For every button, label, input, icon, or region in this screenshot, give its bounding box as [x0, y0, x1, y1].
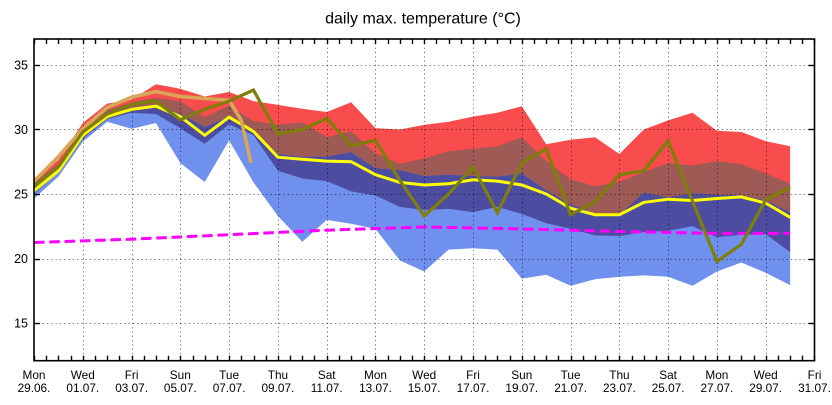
svg-text:03.07.: 03.07. — [115, 381, 148, 395]
svg-text:Thu: Thu — [268, 368, 288, 382]
svg-text:15.07.: 15.07. — [408, 381, 441, 395]
svg-text:Wed: Wed — [412, 368, 436, 382]
svg-text:25.07.: 25.07. — [652, 381, 685, 395]
svg-text:Fri: Fri — [466, 368, 480, 382]
svg-text:Mon: Mon — [364, 368, 387, 382]
svg-text:Fri: Fri — [125, 368, 139, 382]
svg-text:Sun: Sun — [170, 368, 191, 382]
svg-text:11.07.: 11.07. — [311, 381, 343, 395]
svg-text:23.07.: 23.07. — [603, 381, 636, 395]
svg-text:Fri: Fri — [808, 368, 822, 382]
svg-text:Sat: Sat — [659, 368, 677, 382]
svg-text:Mon: Mon — [705, 368, 728, 382]
svg-text:25: 25 — [14, 187, 28, 201]
svg-text:Thu: Thu — [609, 368, 629, 382]
svg-text:30: 30 — [14, 123, 28, 137]
svg-text:13.07.: 13.07. — [359, 381, 392, 395]
svg-text:20: 20 — [14, 252, 28, 266]
svg-text:17.07.: 17.07. — [457, 381, 490, 395]
svg-text:29.07.: 29.07. — [749, 381, 782, 395]
svg-text:Sat: Sat — [318, 368, 336, 382]
svg-text:Sun: Sun — [511, 368, 532, 382]
svg-text:19.07.: 19.07. — [505, 381, 538, 395]
svg-text:05.07.: 05.07. — [164, 381, 197, 395]
svg-text:07.07.: 07.07. — [213, 381, 246, 395]
svg-text:Mon: Mon — [23, 368, 46, 382]
svg-text:29.06.: 29.06. — [18, 381, 51, 395]
svg-text:Tue: Tue — [561, 368, 581, 382]
svg-text:35: 35 — [14, 58, 28, 72]
svg-text:Wed: Wed — [754, 368, 778, 382]
svg-text:09.07.: 09.07. — [261, 381, 294, 395]
svg-text:daily max. temperature (°C): daily max. temperature (°C) — [325, 11, 521, 28]
svg-text:Tue: Tue — [219, 368, 239, 382]
svg-text:Wed: Wed — [71, 368, 95, 382]
svg-text:27.07.: 27.07. — [700, 381, 733, 395]
svg-text:21.07.: 21.07. — [554, 381, 587, 395]
svg-text:31.07.: 31.07. — [798, 381, 831, 395]
svg-text:01.07.: 01.07. — [66, 381, 99, 395]
svg-text:15: 15 — [14, 317, 28, 331]
